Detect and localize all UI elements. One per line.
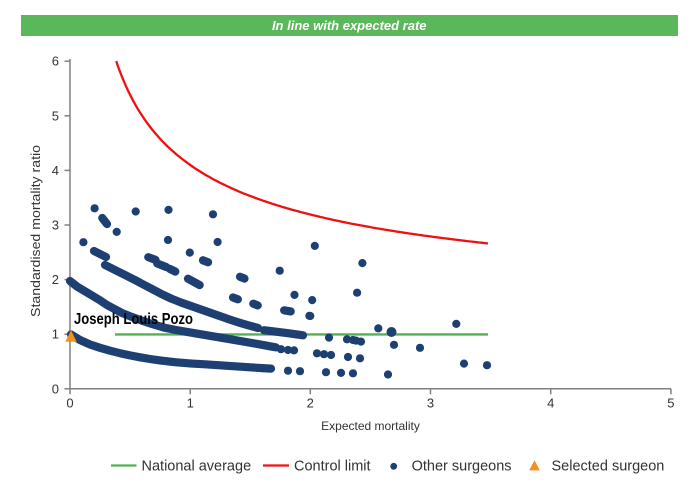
svg-text:2: 2	[52, 272, 59, 287]
svg-text:1: 1	[52, 327, 59, 342]
svg-text:5: 5	[52, 108, 59, 123]
svg-text:1: 1	[187, 396, 194, 411]
svg-text:4: 4	[52, 163, 59, 178]
svg-text:5: 5	[667, 396, 674, 411]
svg-text:3: 3	[427, 396, 434, 411]
svg-text:4: 4	[547, 396, 554, 411]
svg-text:Other surgeons: Other surgeons	[412, 459, 512, 475]
svg-text:Expected mortality: Expected mortality	[321, 419, 420, 433]
svg-text:3: 3	[52, 218, 59, 233]
svg-text:0: 0	[66, 396, 73, 411]
svg-text:0: 0	[52, 381, 59, 396]
svg-text:Control limit: Control limit	[294, 459, 371, 475]
svg-text:Standardised mortality ratio: Standardised mortality ratio	[29, 145, 43, 317]
svg-text:2: 2	[307, 396, 314, 411]
svg-text:Selected surgeon: Selected surgeon	[552, 459, 665, 475]
svg-text:6: 6	[52, 54, 59, 69]
svg-text:National average: National average	[142, 459, 252, 475]
svg-text:Joseph Louis Pozo: Joseph Louis Pozo	[74, 311, 193, 328]
